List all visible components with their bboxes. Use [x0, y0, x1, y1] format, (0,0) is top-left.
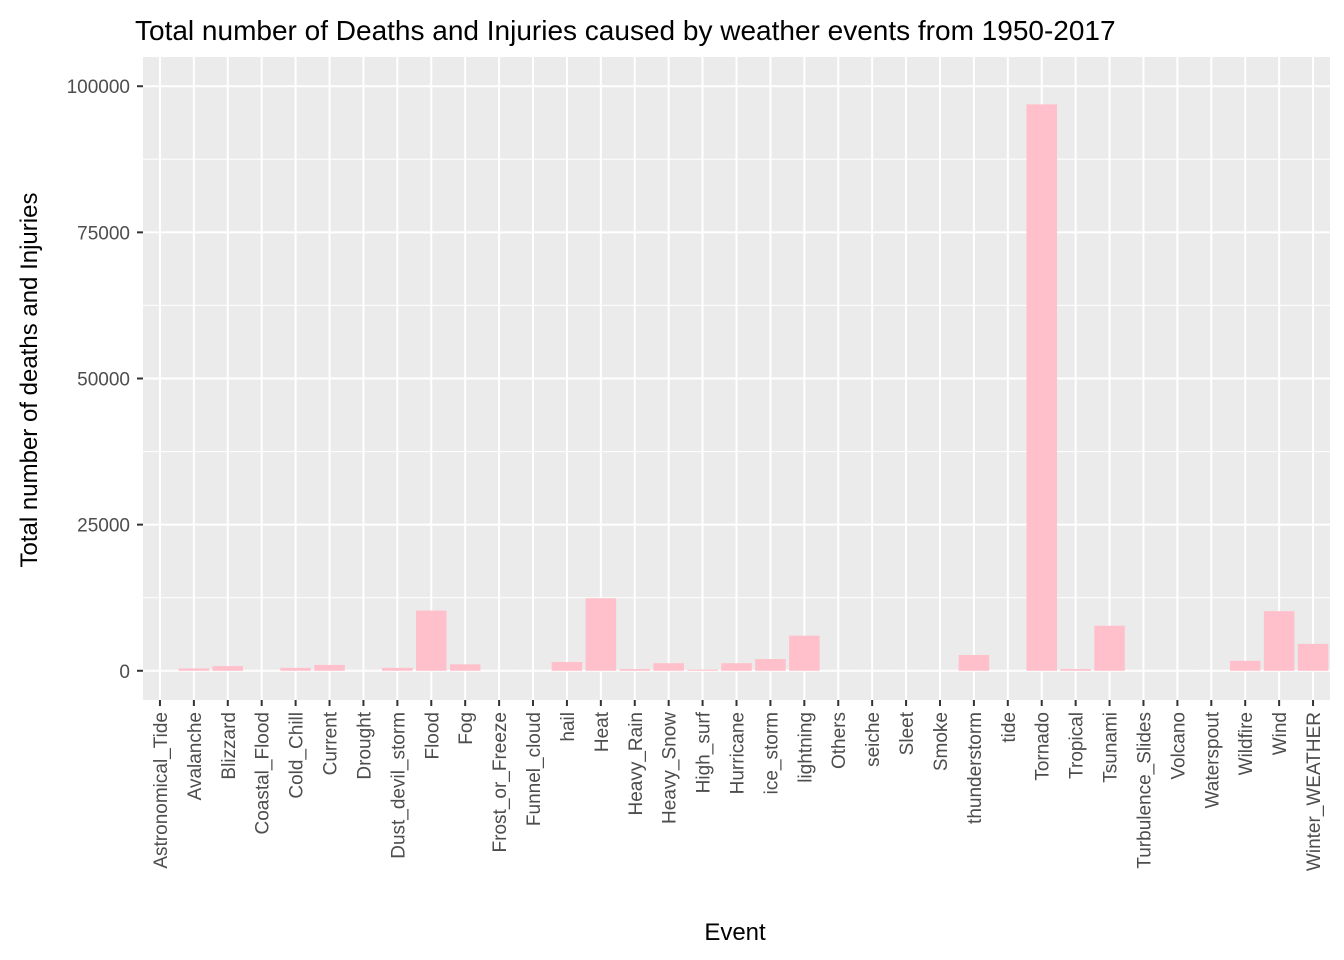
bars [144, 104, 1329, 671]
bar [212, 666, 244, 671]
bar [755, 659, 786, 671]
y-tick-label: 75000 [77, 223, 130, 244]
x-tick-label: Tropical [1067, 712, 1088, 779]
bar [178, 668, 210, 671]
bar [619, 669, 651, 671]
x-tick-label: Tornado [1033, 712, 1054, 781]
bar [653, 663, 684, 671]
x-tick-label: ice_storm [761, 712, 782, 794]
bar [551, 662, 583, 671]
x-tick-label: lightning [795, 712, 816, 783]
x-tick-label: Coastal_Flood [253, 712, 274, 835]
x-tick-label: Blizzard [219, 712, 240, 780]
bar [687, 669, 718, 671]
x-tick-label: Wildfire [1236, 712, 1257, 775]
bar [1060, 669, 1091, 671]
bar [1263, 611, 1295, 671]
x-tick-label: Avalanche [185, 712, 206, 800]
x-tick-label: Turbulence_Slides [1134, 712, 1155, 869]
bar [382, 667, 413, 671]
x-tick-label: Hurricane [728, 712, 749, 794]
bar [449, 664, 481, 671]
x-tick-label: Heat [592, 711, 613, 752]
bar [416, 610, 447, 671]
y-axis: 0 25000 50000 75000 100000 [67, 77, 143, 683]
x-tick-label: Flood [422, 712, 443, 760]
x-axis-title: Event [704, 919, 766, 946]
bar [1229, 660, 1261, 671]
y-tick-label: 25000 [77, 516, 130, 537]
x-tick-label: Cold_Chill [287, 712, 308, 799]
x-axis: Astronomical_Tide Avalanche Blizzard Coasta… [151, 700, 1325, 871]
y-tick-label: 100000 [67, 77, 130, 98]
bar [789, 635, 820, 671]
x-tick-label: Waterspout [1202, 711, 1223, 808]
x-tick-label: High_surf [694, 711, 715, 793]
x-tick-label: seiche [863, 712, 884, 767]
x-tick-label: Heavy_Snow [660, 712, 681, 824]
bar [721, 663, 752, 671]
chart-title: Total number of Deaths and Injuries caus… [135, 15, 1116, 46]
x-tick-label: thunderstorm [965, 712, 986, 824]
y-tick-label: 50000 [77, 370, 130, 391]
bar [1094, 625, 1125, 671]
x-tick-label: Heavy_Rain [626, 712, 647, 816]
bar [1297, 643, 1329, 671]
x-tick-label: Drought [354, 711, 375, 779]
x-tick-label: Others [829, 712, 850, 769]
x-tick-label: Wind [1270, 712, 1291, 755]
x-tick-label: Volcano [1168, 712, 1189, 780]
x-tick-label: Frost_or_Freeze [490, 712, 511, 852]
bar [280, 667, 311, 671]
bar [314, 664, 345, 671]
bar [1026, 104, 1057, 671]
x-tick-label: Smoke [931, 712, 952, 771]
x-tick-label: tide [999, 712, 1020, 743]
x-tick-label: Sleet [897, 711, 918, 755]
x-tick-label: Fog [456, 712, 477, 745]
bar [958, 654, 990, 671]
y-tick-label: 0 [119, 662, 130, 683]
x-tick-label: Dust_devil_storm [388, 712, 409, 859]
bar [585, 598, 617, 671]
x-tick-label: Winter_WEATHER [1304, 712, 1325, 871]
x-tick-label: hail [558, 712, 579, 742]
x-tick-label: Funnel_cloud [524, 712, 545, 826]
x-tick-label: Tsunami [1101, 712, 1122, 783]
x-tick-label: Current [321, 711, 342, 775]
x-tick-label: Astronomical_Tide [151, 712, 172, 869]
y-axis-title: Total number of deaths and Injuries [16, 193, 43, 568]
